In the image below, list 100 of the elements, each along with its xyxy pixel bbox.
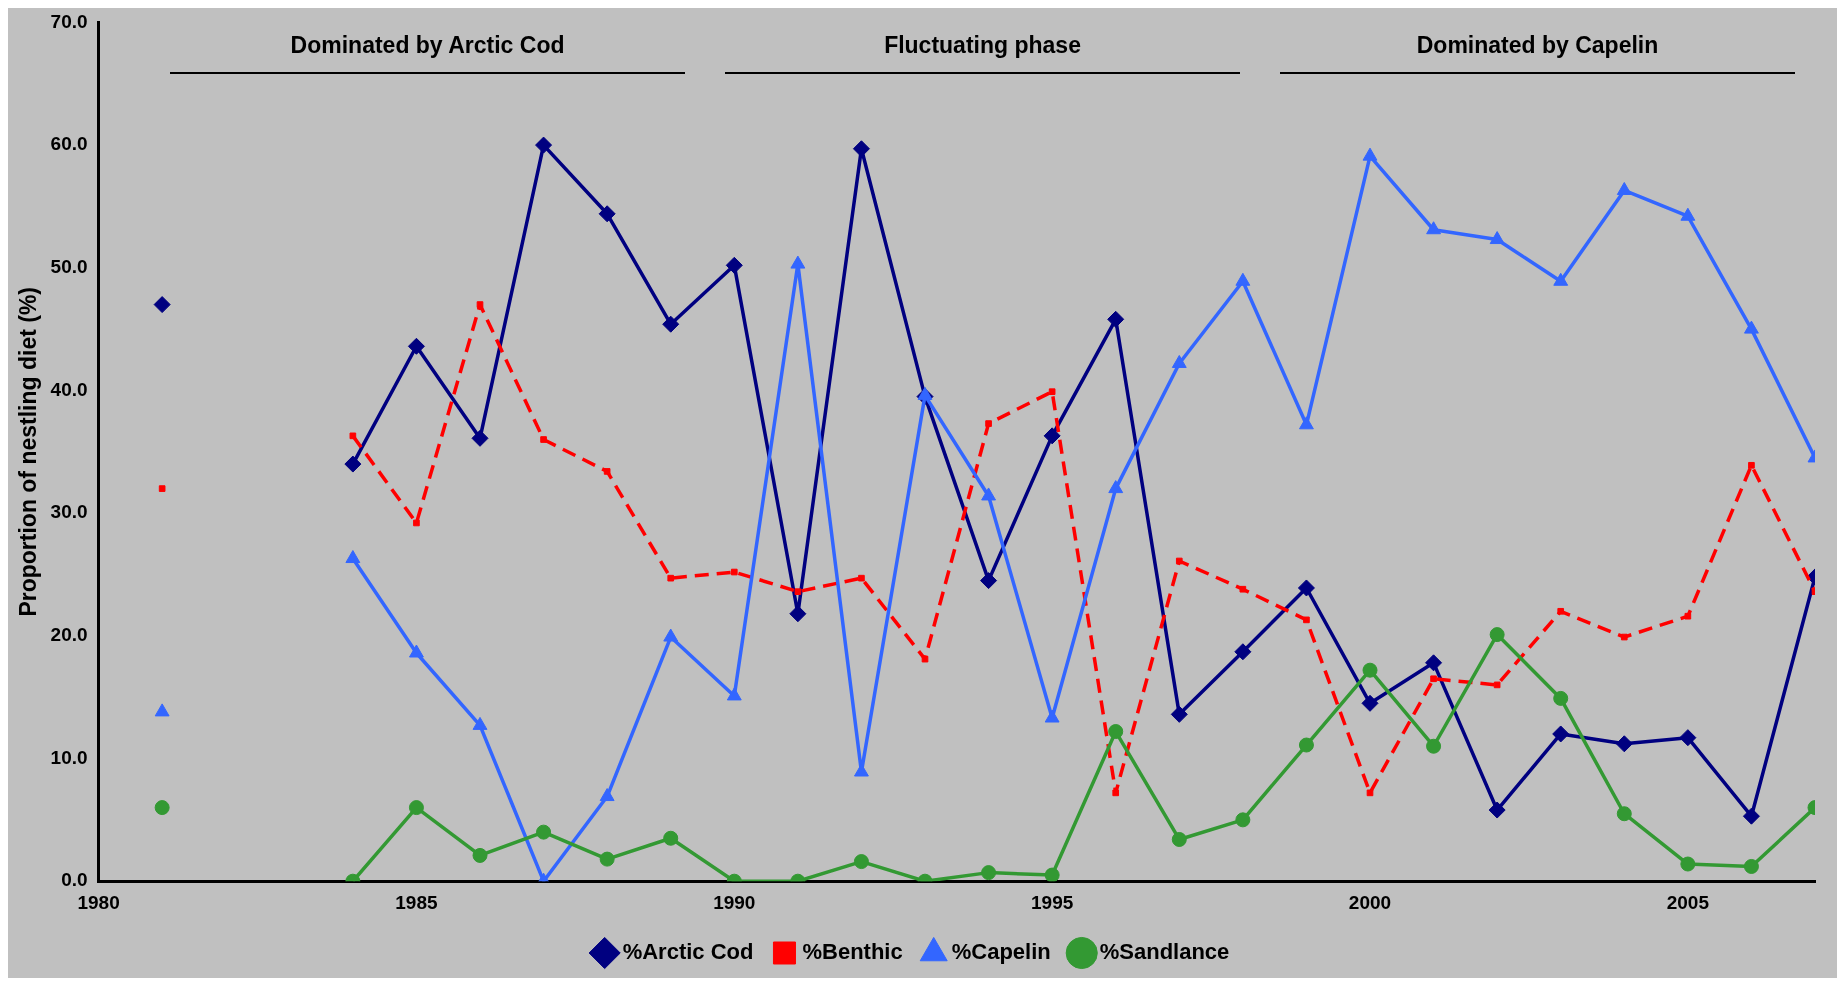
point: [349, 432, 357, 440]
x-tick-label: 1985: [395, 891, 438, 913]
point: [1366, 789, 1374, 797]
point: [985, 420, 992, 427]
point: [1235, 272, 1251, 286]
point: [789, 605, 807, 623]
point: [1616, 181, 1632, 195]
point: [1112, 789, 1120, 797]
point: [1044, 867, 1060, 882]
point: [408, 800, 424, 816]
point: [471, 429, 489, 447]
point: [476, 301, 484, 308]
point: [158, 485, 166, 492]
point: [1234, 643, 1252, 661]
point: [730, 568, 738, 576]
y-tick-label: 10.0: [50, 746, 88, 768]
point: [1615, 735, 1633, 753]
point: [790, 255, 806, 269]
point: [413, 519, 420, 527]
x-tick-label: 1990: [713, 891, 756, 913]
point: [1297, 579, 1315, 597]
point: [536, 824, 552, 840]
point: [1430, 675, 1437, 683]
point: [981, 865, 997, 881]
point: [662, 315, 680, 333]
point: [1043, 427, 1061, 445]
point: [980, 572, 998, 590]
x-tick-label: 2005: [1666, 891, 1710, 913]
point: [1235, 812, 1251, 828]
x-tick-label: 2000: [1348, 891, 1392, 913]
point: [1426, 221, 1441, 235]
point: [1680, 207, 1696, 221]
point: [153, 296, 171, 314]
point: [1044, 709, 1060, 723]
point: [598, 205, 616, 223]
point: [535, 136, 553, 154]
point: [1171, 831, 1187, 847]
point: [603, 468, 611, 475]
point: [1493, 681, 1501, 689]
point: [472, 847, 488, 863]
y-tick-label: 0.0: [61, 869, 88, 891]
point: [1488, 801, 1506, 819]
annotation: Dominated by Capelin: [1415, 32, 1660, 60]
point: [1489, 231, 1505, 245]
x-tick-label: 1980: [77, 891, 120, 913]
point: [1552, 725, 1570, 743]
point: [1748, 461, 1755, 469]
y-tick-label: 60.0: [50, 133, 88, 155]
point: [1557, 607, 1565, 615]
point: [1107, 310, 1125, 328]
point: [663, 628, 679, 642]
y-tick-label: 20.0: [50, 624, 88, 646]
y-axis-title: Proportion of nestling diet (%): [15, 286, 42, 617]
point: [407, 337, 425, 355]
point: [1362, 147, 1378, 161]
point: [725, 256, 743, 274]
legend-label: %Sandlance: [1099, 939, 1230, 965]
legend-label: %Benthic: [802, 939, 903, 965]
point: [1553, 690, 1569, 706]
point: [1108, 480, 1124, 494]
point: [1684, 612, 1692, 620]
point: [1425, 654, 1443, 672]
point: [540, 436, 547, 443]
point: [726, 687, 742, 701]
point: [1362, 662, 1378, 678]
y-tick-label: 70.0: [50, 10, 88, 32]
point: [154, 800, 170, 816]
y-tick-label: 30.0: [50, 501, 88, 523]
point: [345, 550, 361, 564]
point: [1298, 737, 1314, 753]
point: [1743, 858, 1759, 874]
annotation: Fluctuating phase: [883, 32, 1082, 60]
x-tick-label: 1995: [1031, 891, 1074, 913]
point: [663, 830, 679, 846]
y-tick-label: 50.0: [50, 256, 88, 278]
point: [409, 644, 424, 658]
point: [1299, 416, 1314, 430]
point: [1170, 705, 1188, 723]
point: [1489, 627, 1505, 643]
y-tick-label: 40.0: [50, 378, 88, 400]
point: [853, 854, 869, 870]
point: [1171, 354, 1187, 368]
point: [858, 574, 865, 582]
point: [1108, 724, 1124, 740]
point: [154, 703, 170, 717]
point: [1361, 694, 1379, 712]
point: [1679, 729, 1697, 747]
point: [917, 386, 933, 400]
point: [1744, 320, 1759, 334]
point: [794, 588, 802, 595]
legend-label: %Arctic Cod: [622, 939, 754, 965]
point: [667, 574, 675, 582]
point: [599, 851, 615, 867]
point: [599, 788, 615, 802]
point: [1620, 633, 1628, 641]
point: [1426, 738, 1442, 754]
point: [1048, 388, 1056, 396]
point: [1742, 807, 1760, 825]
point: [1553, 272, 1569, 286]
annotation: Dominated by Arctic Cod: [289, 32, 566, 60]
